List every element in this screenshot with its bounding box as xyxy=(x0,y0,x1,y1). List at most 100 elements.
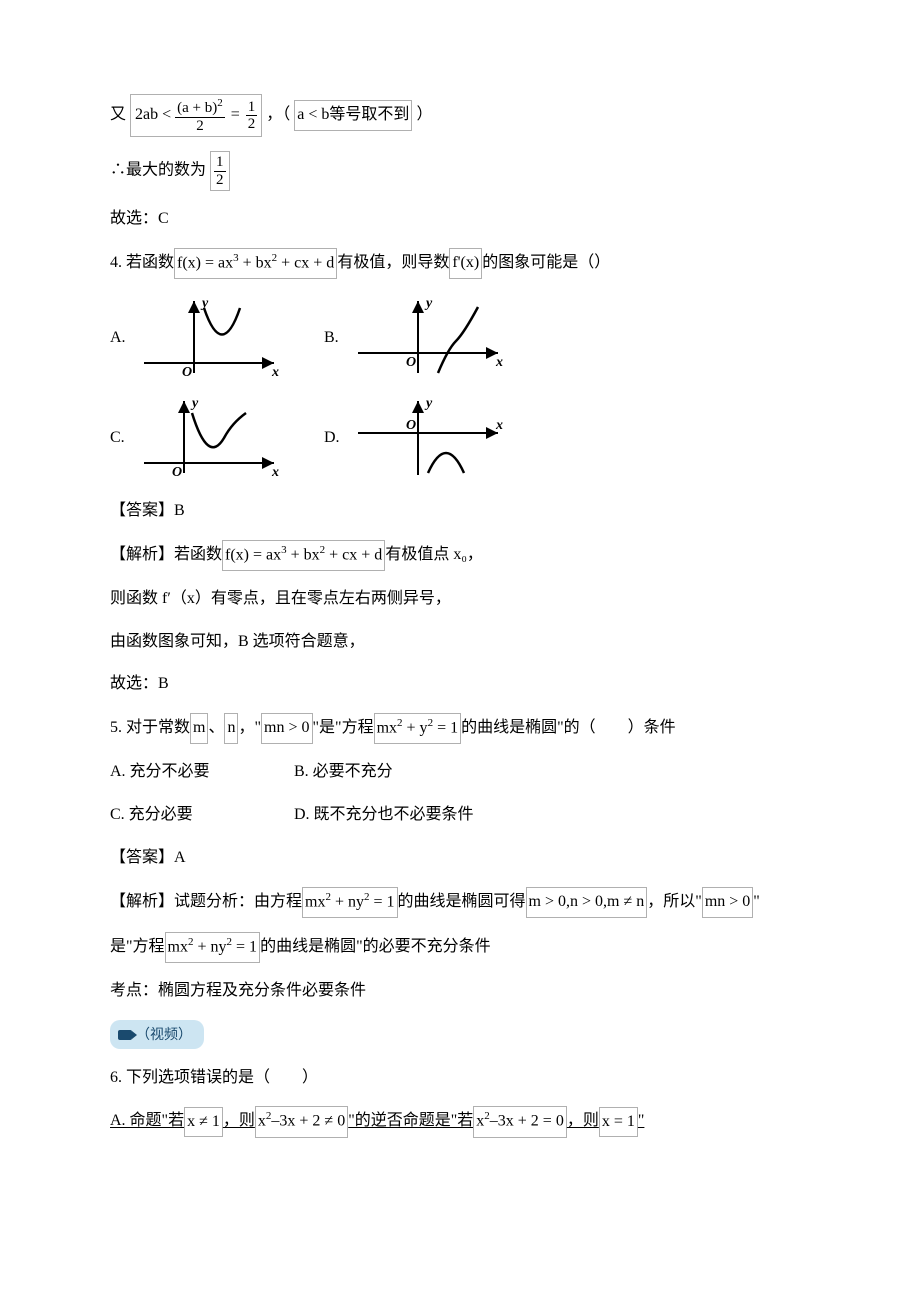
text: f(x) = ax xyxy=(177,254,233,271)
text: = 1 xyxy=(232,938,257,955)
text: ，（ xyxy=(266,106,290,123)
boxed-equation: mx2 + ny2 = 1 xyxy=(165,932,261,963)
boxed-condition: m > 0,n > 0,m ≠ n xyxy=(526,887,648,918)
graph-b: O x y xyxy=(348,293,508,383)
text: mx xyxy=(377,720,397,737)
choice-row-ab: A. O x y B. O x y xyxy=(110,293,810,383)
text: 【解析】试题分析：由方程 xyxy=(110,893,302,910)
text: ，则 xyxy=(223,1113,255,1130)
svg-text:x: x xyxy=(495,418,503,433)
boxed-expr: x2–3x + 2 = 0 xyxy=(473,1106,567,1137)
text: = 1 xyxy=(370,893,395,910)
text: mx xyxy=(305,893,325,910)
denominator: 2 xyxy=(214,172,226,189)
text: f(x) = ax xyxy=(225,546,281,563)
video-icon xyxy=(118,1030,132,1040)
text: 、 xyxy=(208,719,224,736)
question-6-choice-a: A. 命题"若x ≠ 1，则x2–3x + 2 ≠ 0"的逆否命题是"若x2–3… xyxy=(110,1106,810,1137)
text: 是"方程 xyxy=(110,938,165,955)
boxed-function: f(x) = ax3 + bx2 + cx + d xyxy=(222,540,385,571)
numerator: 1 xyxy=(246,99,258,117)
boxed-half: 1 2 xyxy=(210,151,230,191)
explanation-4-line1: 【解析】若函数f(x) = ax3 + bx2 + cx + d有极值点 x₀， xyxy=(110,540,810,571)
text: 【解析】若函数 xyxy=(110,546,222,563)
text: = xyxy=(231,106,240,123)
text: ∴最大的数为 xyxy=(110,162,206,179)
text: + bx xyxy=(239,254,272,271)
text: + ny xyxy=(194,938,227,955)
text: –3x + 2 ≠ 0 xyxy=(271,1113,345,1130)
text: " xyxy=(753,893,760,910)
text: A. 命题"若 xyxy=(110,1113,184,1130)
graph-a: O x y xyxy=(134,293,284,383)
text: + y xyxy=(403,720,428,737)
explanation-5-line2: 是"方程mx2 + ny2 = 1的曲线是椭圆"的必要不充分条件 xyxy=(110,932,810,963)
svg-text:O: O xyxy=(182,365,192,380)
text: 5. 对于常数 xyxy=(110,719,190,736)
denominator: 2 xyxy=(246,116,258,133)
text: 有极值，则导数 xyxy=(337,254,449,271)
q5-choices-cd: C. 充分必要 D. 既不充分也不必要条件 xyxy=(110,801,810,830)
question-5-stem: 5. 对于常数m、n，"mn > 0"是"方程mx2 + y2 = 1的曲线是椭… xyxy=(110,713,810,744)
video-button[interactable]: （视频） xyxy=(110,1020,204,1049)
text: = 1 xyxy=(433,720,458,737)
boxed-cond: x = 1 xyxy=(599,1107,638,1138)
choice-d: D. 既不充分也不必要条件 xyxy=(294,806,474,823)
explanation-4-line2: 则函数 f′（x）有零点，且在零点左右两侧异号， xyxy=(110,585,810,614)
explanation-4-line4: 故选：B xyxy=(110,670,810,699)
video-button-row: （视频） xyxy=(110,1020,810,1050)
derivation-line-1: 又 2ab < (a + b)2 2 = 1 2 ，（ a < b等号取不到 ） xyxy=(110,94,810,137)
choice-d-label: D. xyxy=(324,424,348,453)
boxed-equation: mx2 + ny2 = 1 xyxy=(302,887,398,918)
graph-d: O x y xyxy=(348,393,508,483)
text: + bx xyxy=(287,546,320,563)
choice-c: C. 充分必要 xyxy=(110,801,290,830)
text: 的图象可能是（） xyxy=(482,254,610,271)
fraction: (a + b)2 2 xyxy=(175,97,225,134)
svg-text:O: O xyxy=(172,465,182,480)
choice-b: B. 必要不充分 xyxy=(294,763,393,780)
explanation-5-line1: 【解析】试题分析：由方程mx2 + ny2 = 1的曲线是椭圆可得m > 0,n… xyxy=(110,887,810,918)
boxed-mn: mn > 0 xyxy=(261,713,312,744)
svg-text:y: y xyxy=(424,396,433,411)
numerator: 1 xyxy=(214,154,226,172)
text: 2ab < xyxy=(135,106,171,123)
svg-text:y: y xyxy=(200,296,209,311)
boxed-condition: a < b等号取不到 xyxy=(294,100,412,131)
choice-row-cd: C. O x y D. O x y xyxy=(110,393,810,483)
text: ，则 xyxy=(567,1113,599,1130)
boxed-cond: x ≠ 1 xyxy=(184,1107,223,1138)
text: ） xyxy=(416,106,432,123)
svg-text:O: O xyxy=(406,355,416,370)
answer-5: 【答案】A xyxy=(110,844,810,873)
text: ，所以" xyxy=(647,893,702,910)
svg-text:y: y xyxy=(424,296,433,311)
graph-c: O x y xyxy=(134,393,284,483)
fraction-half: 1 2 xyxy=(246,99,258,133)
derivation-line-2: ∴最大的数为 1 2 xyxy=(110,151,810,191)
numerator-base: (a + b) xyxy=(177,100,217,116)
text: 的曲线是椭圆可得 xyxy=(398,893,526,910)
text: + ny xyxy=(331,893,364,910)
text: 的曲线是椭圆"的必要不充分条件 xyxy=(260,938,491,955)
svg-text:x: x xyxy=(495,355,503,370)
boxed-inequality: 2ab < (a + b)2 2 = 1 2 xyxy=(130,94,262,137)
boxed-m: m xyxy=(190,713,208,744)
explanation-4-line3: 由函数图象可知，B 选项符合题意， xyxy=(110,628,810,657)
choice-a-label: A. xyxy=(110,324,134,353)
svg-text:y: y xyxy=(190,396,199,411)
boxed-derivative: f'(x) xyxy=(449,248,482,279)
text: –3x + 2 = 0 xyxy=(490,1113,564,1130)
text: 4. 若函数 xyxy=(110,254,174,271)
video-label: （视频） xyxy=(136,1026,192,1042)
text: x xyxy=(258,1113,266,1130)
svg-text:x: x xyxy=(271,465,279,480)
boxed-expr: x2–3x + 2 ≠ 0 xyxy=(255,1106,348,1137)
text: 又 xyxy=(110,106,126,123)
choice-c-label: C. xyxy=(110,424,134,453)
text: + cx + d xyxy=(325,546,382,563)
boxed-n: n xyxy=(224,713,238,744)
question-4-stem: 4. 若函数f(x) = ax3 + bx2 + cx + d有极值，则导数f'… xyxy=(110,248,810,279)
text: + cx + d xyxy=(277,254,334,271)
boxed-equation: mx2 + y2 = 1 xyxy=(374,713,462,744)
